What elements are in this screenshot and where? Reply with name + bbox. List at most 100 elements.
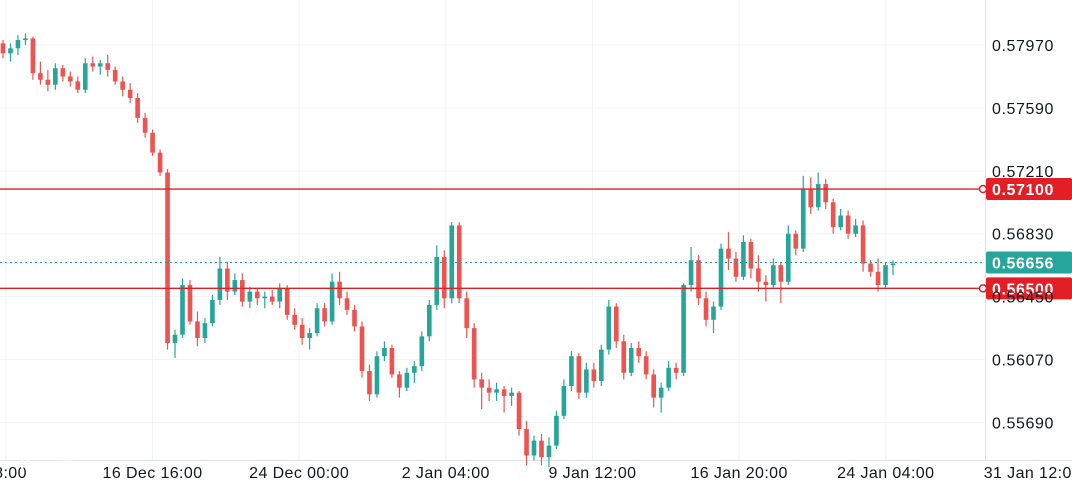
candle-up — [247, 286, 253, 309]
candle-down — [733, 251, 739, 282]
candle-down — [636, 341, 642, 363]
candle-up — [172, 329, 178, 358]
grid-lines — [0, 0, 1072, 461]
candle-down — [860, 220, 866, 272]
candles — [0, 33, 896, 468]
candle-up — [554, 410, 559, 449]
candle-down — [352, 304, 357, 332]
y-tick-label: 0.57970 — [992, 38, 1054, 55]
candle-down — [38, 61, 43, 85]
candle-down — [150, 129, 155, 156]
candle-down — [576, 352, 582, 400]
candle-down — [830, 198, 836, 234]
level-price-label: 0.56500 — [992, 281, 1054, 298]
price-axis: 0.57970 0.57590 0.57210 0.56830 0.56450 0.560… — [992, 38, 1054, 432]
candle-up — [800, 175, 806, 252]
candle-down — [621, 334, 627, 380]
candle-up — [419, 331, 425, 372]
candle-up — [688, 246, 694, 292]
candle-down — [673, 362, 679, 380]
candle-up — [666, 361, 671, 391]
candle-down — [471, 323, 477, 388]
candle-up — [658, 382, 664, 413]
candle-up — [434, 245, 440, 310]
candle-down — [105, 54, 111, 77]
candle-down — [90, 56, 96, 72]
level-price-badge — [986, 277, 1072, 300]
candle-down — [322, 303, 327, 327]
candle-down — [120, 76, 125, 97]
y-tick-label: 0.56070 — [992, 353, 1054, 370]
candle-up — [584, 362, 589, 398]
candle-up — [606, 299, 612, 355]
candle-up — [53, 63, 58, 90]
candle-down — [0, 40, 6, 59]
candle-down — [299, 318, 305, 345]
candle-down — [195, 311, 200, 347]
candle-down — [643, 351, 649, 380]
candle-down — [269, 290, 275, 305]
candle-down — [67, 71, 73, 87]
candle-up — [494, 382, 499, 401]
x-tick-label: 16 Jan 20:00 — [690, 465, 787, 482]
x-tick-label: 24 Dec 00:00 — [249, 465, 349, 482]
candle-down — [756, 255, 761, 292]
candle-down — [225, 261, 230, 300]
candle-down — [254, 288, 260, 305]
y-tick-label: 0.57210 — [992, 164, 1054, 181]
candle-down — [808, 177, 814, 214]
y-tick-label: 0.57590 — [992, 101, 1054, 118]
level-handle[interactable] — [978, 284, 988, 293]
candle-up — [262, 291, 268, 309]
watermark: K 六 — [20, 455, 73, 474]
price-level[interactable]: 0.57100 — [0, 178, 1072, 201]
candle-down — [486, 379, 492, 401]
candle-down — [397, 371, 402, 398]
candle-up — [314, 303, 320, 337]
candle-up — [180, 278, 185, 339]
candle-down — [591, 362, 597, 388]
candle-up — [890, 260, 896, 276]
candle-up — [202, 318, 208, 343]
candle-up — [815, 172, 821, 211]
candle-down — [344, 291, 350, 315]
level-handle[interactable] — [978, 184, 988, 194]
candle-up — [599, 344, 604, 387]
candle-down — [479, 372, 484, 410]
candle-up — [374, 351, 380, 398]
candle-down — [748, 238, 754, 279]
candle-up — [382, 341, 387, 362]
candle-up — [883, 261, 888, 289]
candle-down — [127, 83, 133, 103]
candle-down — [875, 258, 881, 292]
x-tick-label: 31 Jan 12:00 — [984, 465, 1072, 482]
level-price-label: 0.57100 — [992, 182, 1054, 199]
candle-up — [426, 299, 432, 342]
candle-down — [30, 36, 36, 80]
price-level[interactable]: 0.56500 — [0, 277, 1072, 300]
candle-up — [412, 361, 417, 383]
candle-up — [718, 243, 724, 310]
candle-down — [845, 210, 851, 239]
candle-up — [8, 43, 13, 62]
candle-down — [441, 250, 447, 309]
candle-down — [359, 321, 365, 378]
x-tick-label: 9 Jan 12:00 — [548, 465, 636, 482]
candle-down — [823, 179, 829, 209]
candle-down — [726, 232, 731, 271]
y-tick-label: 0.55690 — [992, 415, 1054, 432]
candle-down — [135, 93, 140, 123]
candle-up — [711, 301, 716, 334]
candle-down — [60, 64, 66, 82]
candle-down — [187, 280, 193, 325]
candle-up — [509, 387, 514, 406]
current-price-badge — [986, 251, 1072, 274]
candle-down — [696, 255, 701, 305]
candle-up — [569, 351, 574, 391]
candle-down — [778, 261, 784, 304]
candle-up — [785, 225, 791, 286]
candle-down — [142, 112, 148, 138]
candle-down — [165, 169, 170, 350]
candle-up — [307, 328, 312, 350]
